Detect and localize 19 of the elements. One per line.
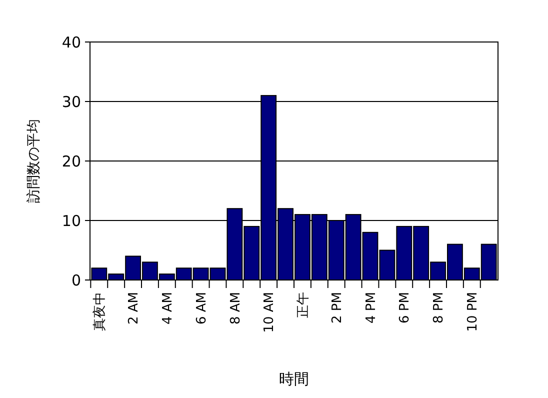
- x-tick-label: 2 AM: [126, 292, 142, 325]
- x-axis-title: 時間: [279, 370, 309, 388]
- y-tick-label: 40: [62, 33, 81, 52]
- y-tick-label: 20: [62, 152, 81, 170]
- x-tick-label: 2 PM: [330, 292, 345, 324]
- y-tick-label: 30: [62, 92, 81, 111]
- x-tick-label: 4 PM: [364, 292, 379, 324]
- y-axis-title: 訪問数の平均: [26, 119, 42, 203]
- y-tick-label: 10: [62, 212, 81, 230]
- x-tick-label: 8 AM: [228, 292, 244, 325]
- x-tick-label: 6 AM: [194, 292, 210, 325]
- x-tick-label: 8 PM: [432, 292, 447, 324]
- y-tick-label: 0: [71, 271, 81, 290]
- x-tick-label: 正午: [296, 292, 312, 318]
- x-tick-label: 4 AM: [160, 292, 176, 325]
- x-tick-label: 6 PM: [398, 292, 413, 324]
- x-tick-label: 10 PM: [465, 292, 480, 332]
- x-tick-label: 真夜中: [92, 292, 108, 331]
- x-tick-label: 10 AM: [262, 292, 278, 333]
